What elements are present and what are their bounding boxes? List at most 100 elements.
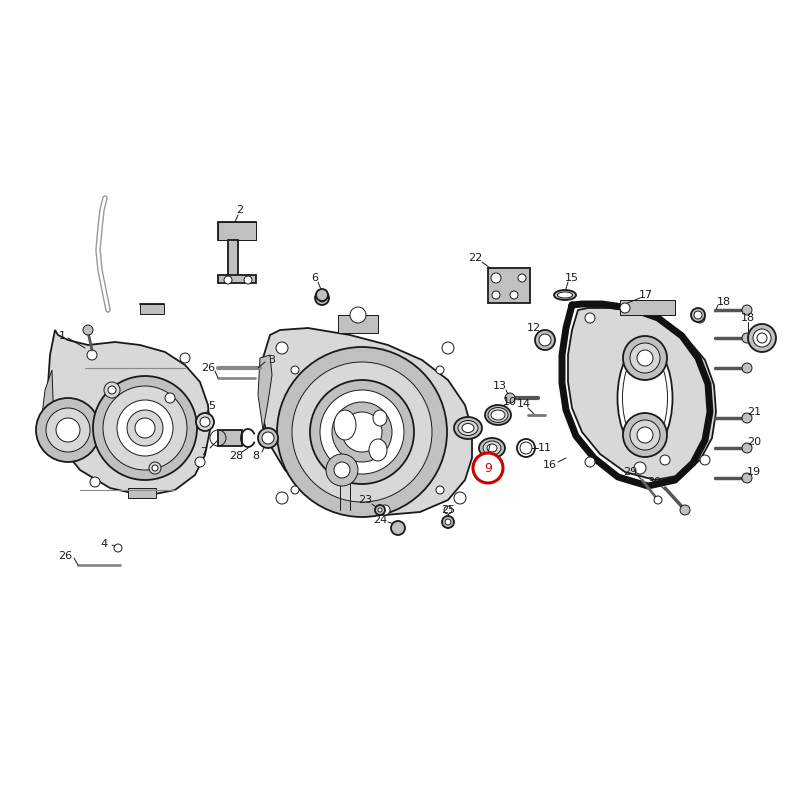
Circle shape [180, 353, 190, 363]
Ellipse shape [369, 439, 387, 461]
Circle shape [691, 308, 705, 322]
Circle shape [224, 276, 232, 284]
Circle shape [637, 350, 653, 366]
Circle shape [492, 291, 500, 299]
Text: 21: 21 [747, 407, 761, 417]
Circle shape [291, 486, 299, 494]
Circle shape [391, 521, 405, 535]
Circle shape [152, 465, 158, 471]
Text: 4: 4 [101, 539, 107, 549]
Circle shape [444, 506, 452, 514]
Circle shape [165, 393, 175, 403]
Circle shape [90, 477, 100, 487]
Circle shape [680, 505, 690, 515]
Bar [140, 304, 164, 314]
Text: 22: 22 [468, 253, 482, 263]
Ellipse shape [479, 438, 505, 458]
Polygon shape [568, 308, 716, 480]
Bar [488, 268, 530, 303]
Circle shape [258, 428, 278, 448]
Ellipse shape [554, 290, 576, 300]
Circle shape [436, 486, 444, 494]
Circle shape [630, 420, 660, 450]
Ellipse shape [454, 417, 482, 439]
Circle shape [342, 412, 382, 452]
Circle shape [332, 402, 392, 462]
Ellipse shape [520, 442, 532, 454]
Circle shape [83, 325, 93, 335]
Circle shape [660, 455, 670, 465]
Text: 1: 1 [58, 331, 66, 341]
Circle shape [104, 382, 120, 398]
Circle shape [380, 505, 390, 515]
Ellipse shape [334, 410, 356, 440]
Circle shape [375, 505, 385, 515]
Circle shape [442, 516, 454, 528]
Circle shape [535, 330, 555, 350]
Circle shape [695, 313, 705, 323]
Circle shape [320, 390, 404, 474]
Ellipse shape [487, 444, 497, 452]
Ellipse shape [488, 407, 508, 422]
Text: 29: 29 [623, 467, 637, 477]
Text: 14: 14 [517, 399, 531, 409]
Ellipse shape [458, 421, 478, 435]
Circle shape [149, 462, 161, 474]
Circle shape [742, 443, 752, 453]
Circle shape [748, 324, 776, 352]
Circle shape [620, 303, 630, 313]
Circle shape [757, 333, 767, 343]
Circle shape [291, 366, 299, 374]
Text: 12: 12 [527, 323, 541, 333]
Circle shape [310, 380, 414, 484]
Bar [218, 275, 256, 283]
Circle shape [436, 366, 444, 374]
Circle shape [753, 329, 771, 347]
Circle shape [491, 273, 501, 283]
Ellipse shape [491, 410, 505, 420]
Circle shape [623, 413, 667, 457]
Circle shape [585, 313, 595, 323]
Text: 26: 26 [201, 363, 215, 373]
Circle shape [742, 305, 752, 315]
Text: 2: 2 [237, 205, 243, 215]
Circle shape [196, 413, 214, 431]
Bar [228, 240, 238, 278]
Circle shape [742, 473, 752, 483]
Polygon shape [260, 328, 472, 515]
Circle shape [473, 453, 503, 483]
Circle shape [454, 492, 466, 504]
Text: 10: 10 [503, 397, 517, 407]
Bar [218, 222, 256, 240]
Text: 18: 18 [717, 297, 731, 307]
Circle shape [654, 496, 662, 504]
Circle shape [634, 462, 646, 474]
Text: 28: 28 [229, 451, 243, 461]
Circle shape [56, 418, 80, 442]
Circle shape [276, 492, 288, 504]
Circle shape [262, 432, 274, 444]
Circle shape [630, 343, 660, 373]
Circle shape [694, 311, 702, 319]
Ellipse shape [462, 423, 474, 433]
Circle shape [318, 294, 326, 302]
Text: 30: 30 [647, 477, 661, 487]
Circle shape [539, 334, 551, 346]
Circle shape [326, 454, 358, 486]
Circle shape [93, 376, 197, 480]
Circle shape [378, 508, 382, 512]
Text: 18: 18 [741, 313, 755, 323]
Circle shape [637, 427, 653, 443]
Text: 24: 24 [373, 515, 387, 525]
Ellipse shape [373, 410, 387, 426]
Text: 15: 15 [565, 273, 579, 283]
Bar [338, 315, 378, 333]
Text: 23: 23 [358, 495, 372, 505]
Circle shape [316, 289, 328, 301]
Bar [218, 222, 256, 240]
Circle shape [585, 457, 595, 467]
Circle shape [36, 398, 100, 462]
Circle shape [623, 336, 667, 380]
Text: 7: 7 [201, 447, 207, 457]
Text: 17: 17 [639, 290, 653, 300]
